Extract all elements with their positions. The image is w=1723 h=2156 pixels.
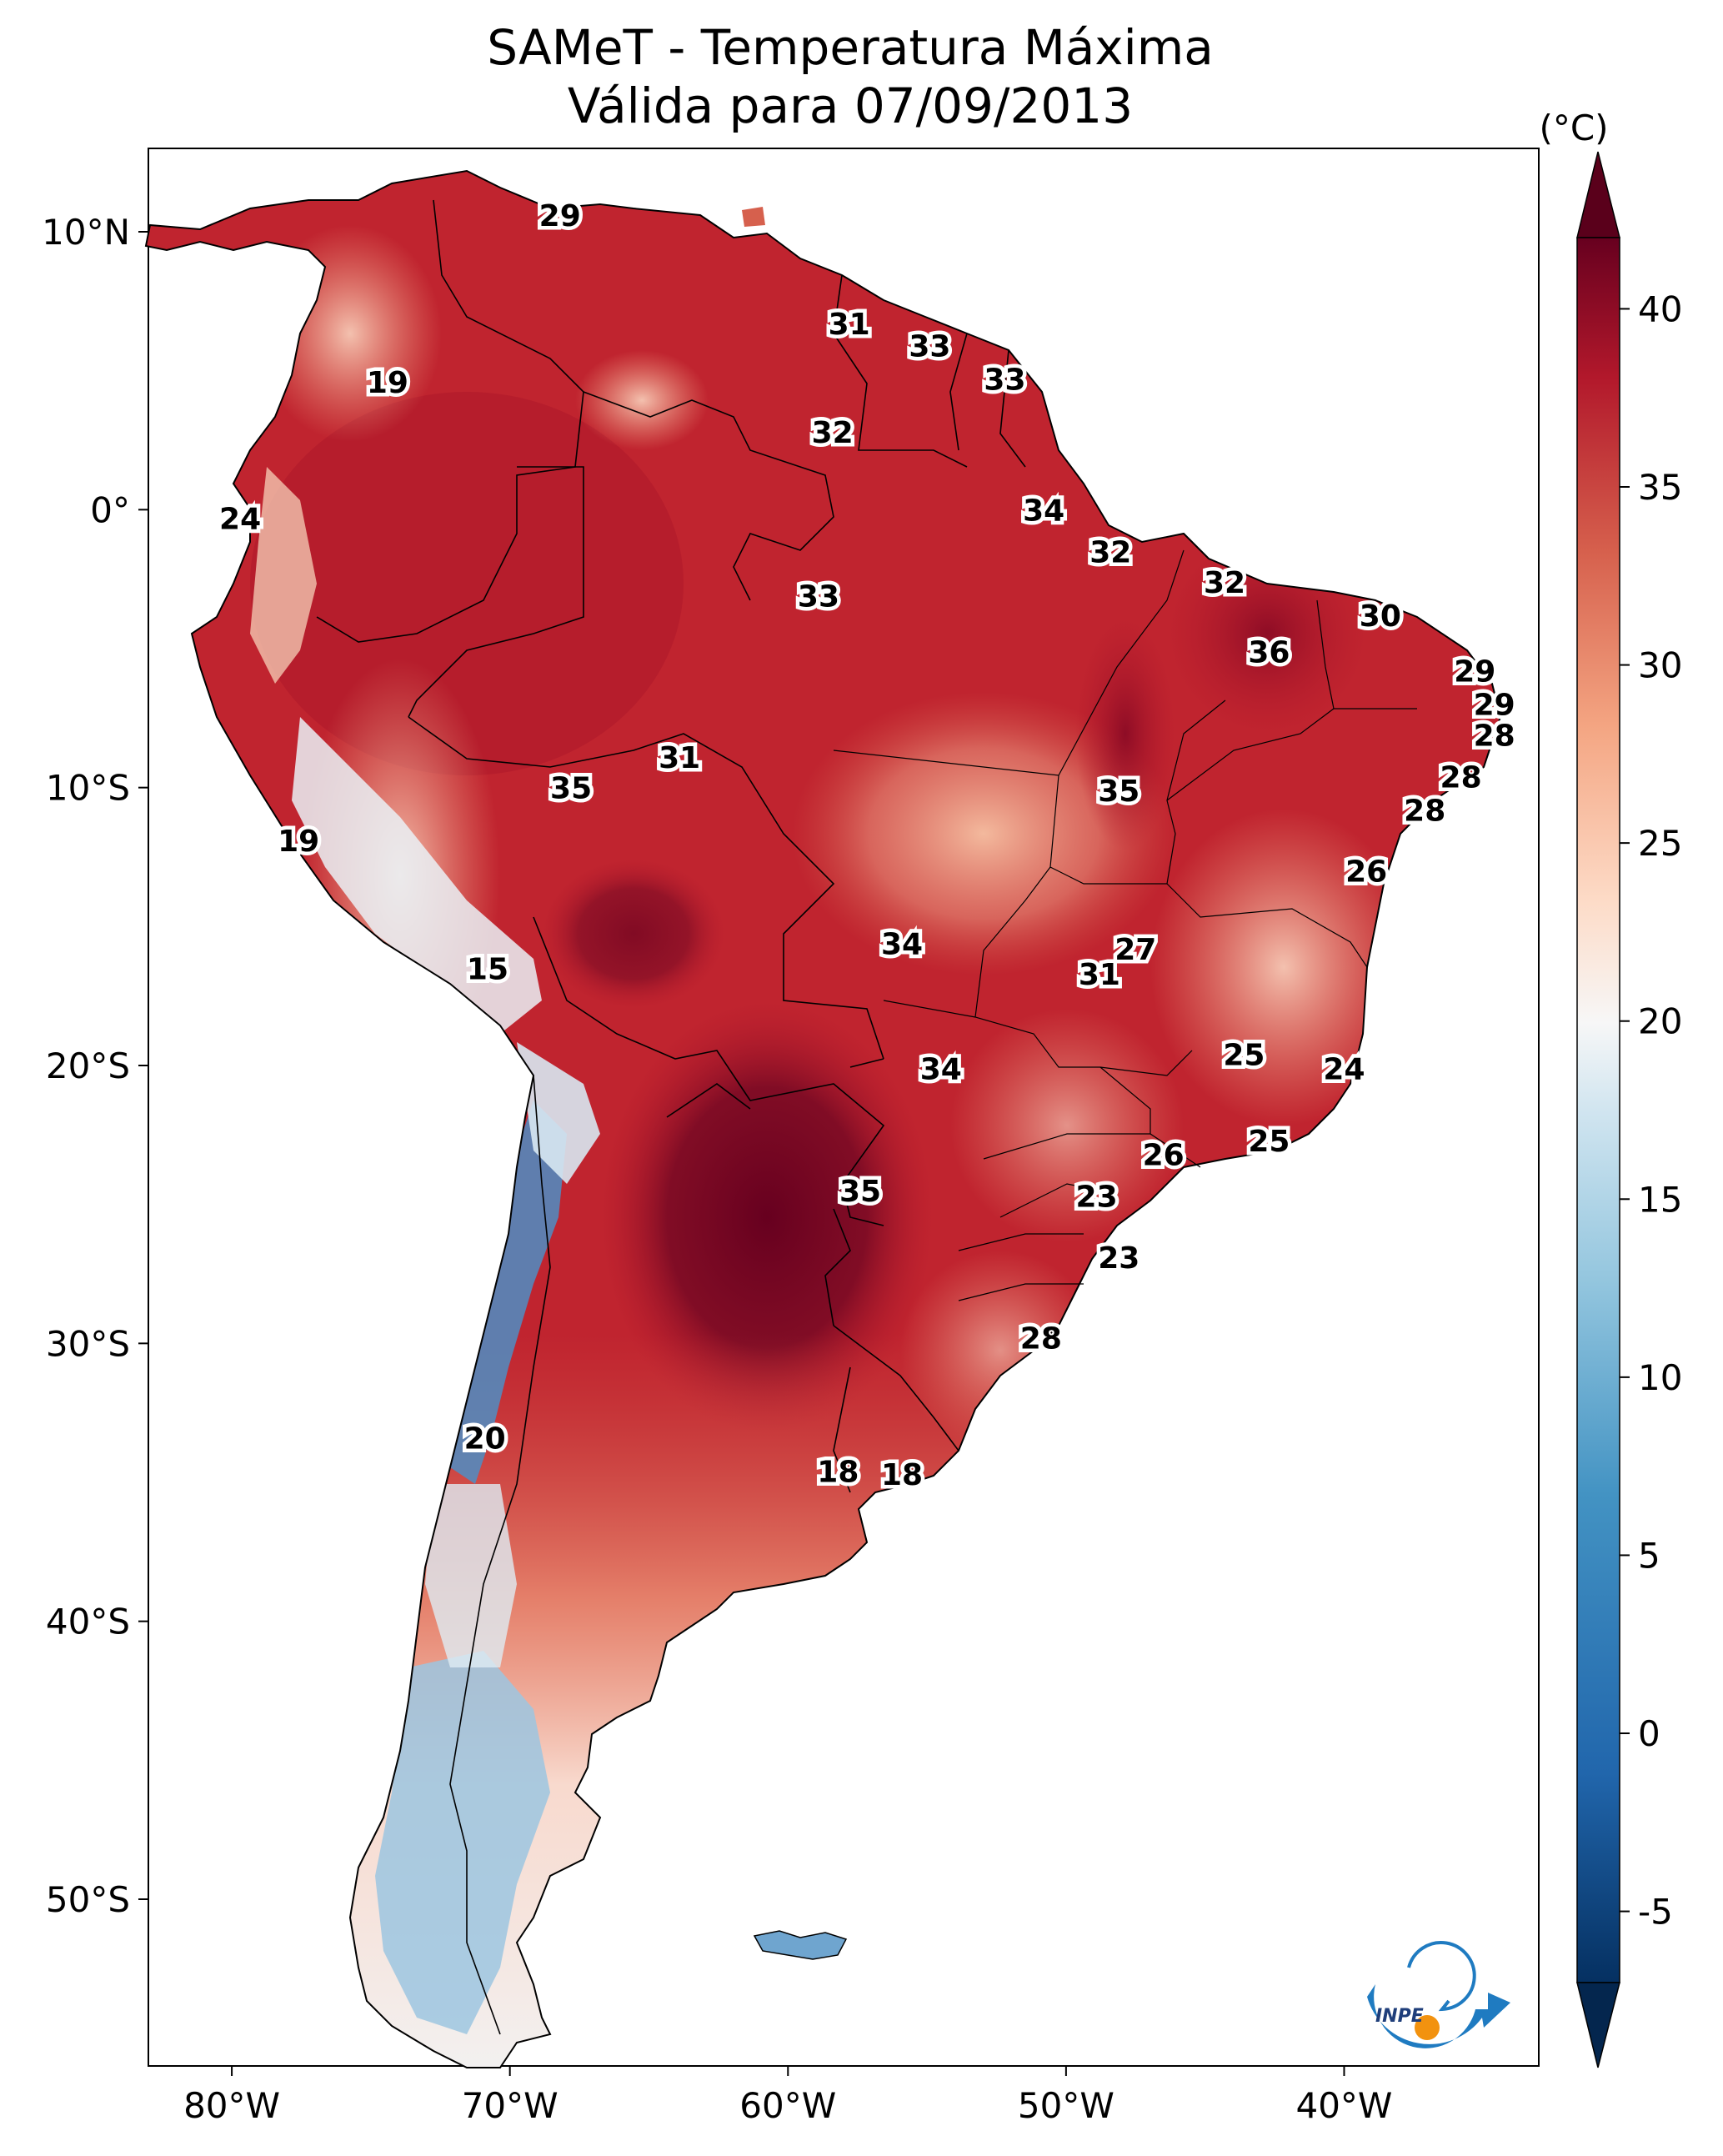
lat-tick-label: 10°N <box>42 212 130 253</box>
temperature-label: 34 <box>881 927 923 961</box>
trinidad-island <box>742 207 765 227</box>
temperature-label: 25 <box>1223 1039 1265 1073</box>
temperature-label: 24 <box>219 502 261 536</box>
temperature-label: 19 <box>367 366 408 400</box>
latitude-axis: 10°N 0° 10°S 20°S 30°S 40°S 50°S <box>42 212 148 1920</box>
temperature-label: 18 <box>817 1456 859 1490</box>
temperature-label: 18 <box>881 1458 923 1492</box>
temperature-label: 27 <box>1114 933 1156 967</box>
temperature-label: 32 <box>812 416 854 450</box>
lat-tick-label: 0° <box>90 489 130 530</box>
colorbar-tick-label: 15 <box>1638 1179 1682 1220</box>
temperature-label: 28 <box>1474 719 1515 753</box>
title-line-2: Válida para 07/09/2013 <box>567 78 1134 134</box>
longitude-axis: 80°W 70°W 60°W 50°W 40°W <box>183 2066 1392 2126</box>
colorbar-tick-label: 5 <box>1638 1535 1660 1576</box>
temperature-label: 24 <box>1323 1052 1365 1086</box>
colorbar-ticks: 40 35 30 25 20 15 10 5 0 -5 <box>1620 288 1682 1933</box>
temperature-label: 31 <box>829 308 870 342</box>
temperature-label: 34 <box>1023 494 1064 528</box>
state-borders <box>833 549 1417 1301</box>
map-title: SAMeT - Temperatura Máxima Válida para 0… <box>150 18 1550 135</box>
colorbar-tick-label: 0 <box>1638 1713 1660 1754</box>
temperature-label: 29 <box>1474 689 1515 723</box>
inpe-logo: INPE <box>1367 1941 1510 2048</box>
temperature-label: 19 <box>278 825 319 859</box>
colorbar-unit: (°C) <box>1539 108 1608 148</box>
temperature-label: 33 <box>909 330 950 364</box>
temperature-label: 34 <box>920 1052 962 1086</box>
inpe-logo-swirl <box>1407 1941 1476 2012</box>
temperature-label: 31 <box>1079 958 1120 992</box>
temperature-label: 28 <box>1404 794 1445 828</box>
lat-tick-label: 20°S <box>46 1045 130 1086</box>
temperature-label: 31 <box>659 741 700 775</box>
falkland-islands <box>753 1930 848 1960</box>
lon-tick-label: 60°W <box>739 2085 836 2126</box>
temperature-label: 23 <box>1098 1241 1139 1276</box>
temperature-label: 29 <box>1454 655 1495 689</box>
temperature-label: 23 <box>1076 1181 1118 1215</box>
colorbar-tick-label: 25 <box>1638 823 1682 864</box>
inpe-logo-arc <box>1367 1984 1510 2048</box>
temperature-label: 25 <box>1248 1125 1290 1159</box>
lon-tick-label: 50°W <box>1018 2085 1114 2126</box>
temperature-label: 33 <box>798 580 839 614</box>
temperature-label: 28 <box>1020 1322 1062 1356</box>
lon-tick-label: 70°W <box>462 2085 558 2126</box>
colorbar-tick-label: 10 <box>1638 1357 1682 1398</box>
temperature-label: 28 <box>1440 760 1482 795</box>
temperature-label: 32 <box>1089 535 1131 569</box>
colorbar-body <box>1576 237 1620 1983</box>
country-borders <box>316 199 1026 2035</box>
colorbar-extend-top <box>1576 151 1620 238</box>
lon-tick-label: 80°W <box>183 2085 280 2126</box>
colorbar-tick-label: 30 <box>1638 645 1682 686</box>
colorbar-tick-label: 20 <box>1638 1001 1682 1042</box>
temperature-label: 30 <box>1360 599 1401 634</box>
temperature-label: 15 <box>467 952 508 986</box>
colorbar-tick-label: 35 <box>1638 467 1682 508</box>
lon-tick-label: 40°W <box>1295 2085 1392 2126</box>
temperature-label: 36 <box>1248 635 1290 669</box>
temperature-label: 32 <box>1204 566 1245 600</box>
temperature-label: 35 <box>839 1175 881 1209</box>
colorbar-tick-label: 40 <box>1638 288 1682 329</box>
lat-tick-label: 50°S <box>46 1879 130 1920</box>
temperature-label: 26 <box>1345 855 1387 890</box>
temperature-label: 35 <box>550 772 592 806</box>
colorbar: (°C) 40 35 30 25 20 15 10 5 0 -5 <box>1539 108 1682 2068</box>
title-line-1: SAMeT - Temperatura Máxima <box>487 19 1214 76</box>
colorbar-tick-label: -5 <box>1638 1892 1673 1933</box>
inpe-logo-text: INPE <box>1375 2006 1424 2027</box>
inpe-logo-dot <box>1415 2015 1440 2040</box>
lat-tick-label: 30°S <box>46 1323 130 1364</box>
colorbar-extend-bottom <box>1576 1982 1620 2068</box>
temperature-label: 35 <box>1098 775 1139 809</box>
temperature-label: 29 <box>539 199 581 233</box>
temperature-label: 33 <box>984 364 1025 398</box>
temperature-label: 20 <box>464 1422 506 1457</box>
lat-tick-label: 40°S <box>46 1602 130 1642</box>
temperature-label: 26 <box>1143 1139 1185 1173</box>
lat-tick-label: 10°S <box>46 768 130 809</box>
